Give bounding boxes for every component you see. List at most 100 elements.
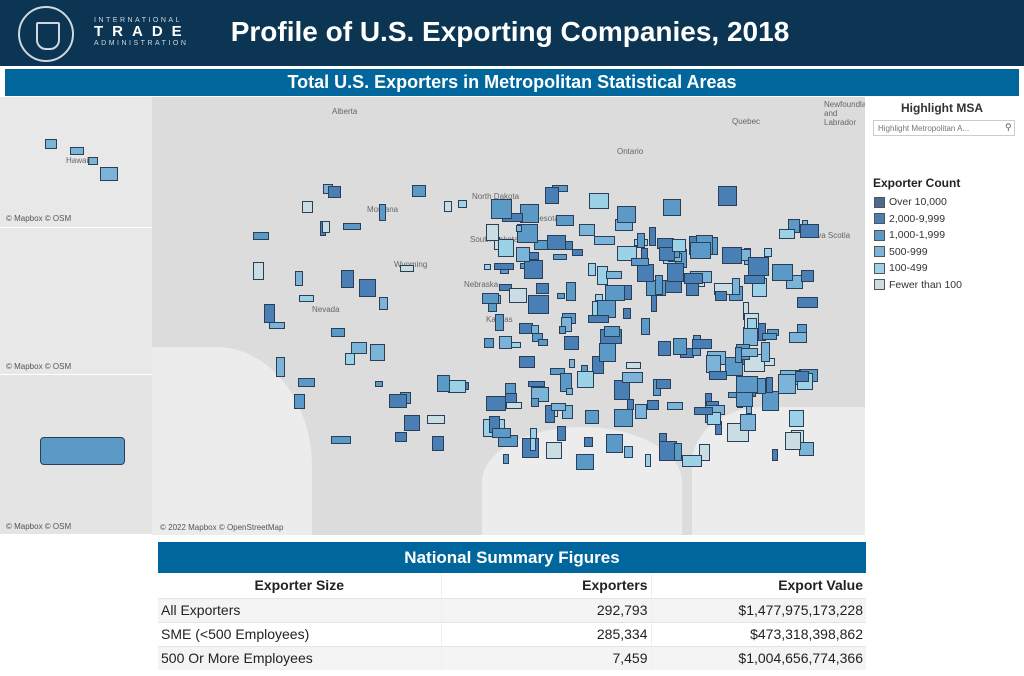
msa-region[interactable]	[636, 264, 655, 282]
msa-region[interactable]	[709, 370, 728, 381]
msa-region[interactable]	[552, 253, 568, 260]
msa-region[interactable]	[341, 269, 354, 289]
msa-region[interactable]	[508, 287, 528, 303]
msa-region[interactable]	[351, 342, 367, 354]
legend-item[interactable]: 2,000-9,999	[874, 213, 945, 225]
msa-region[interactable]	[614, 409, 633, 427]
msa-region[interactable]	[379, 203, 386, 221]
msa-region[interactable]	[388, 394, 408, 409]
msa-region[interactable]	[524, 260, 543, 280]
msa-region[interactable]	[529, 438, 537, 452]
msa-region[interactable]	[298, 294, 314, 302]
msa-region[interactable]	[635, 404, 647, 419]
msa-region[interactable]	[588, 262, 597, 276]
msa-region[interactable]	[785, 431, 802, 451]
msa-region[interactable]	[698, 444, 710, 461]
msa-region[interactable]	[571, 249, 584, 257]
msa-region[interactable]	[594, 236, 615, 246]
msa-region[interactable]	[579, 224, 595, 237]
msa-region[interactable]	[294, 270, 304, 286]
msa-region[interactable]	[516, 246, 531, 262]
msa-region[interactable]	[482, 292, 500, 304]
msa-region[interactable]	[673, 442, 682, 461]
msa-region[interactable]	[301, 200, 313, 213]
msa-region[interactable]	[498, 284, 513, 291]
msa-region[interactable]	[527, 294, 550, 315]
msa-region[interactable]	[321, 221, 330, 233]
msa-region[interactable]	[616, 245, 638, 262]
msa-region[interactable]	[494, 263, 514, 270]
msa-region[interactable]	[327, 186, 342, 199]
msa-region[interactable]	[801, 269, 814, 282]
msa-region[interactable]	[788, 409, 804, 428]
msa-region[interactable]	[447, 379, 467, 393]
msa-region[interactable]	[584, 409, 599, 424]
msa-region[interactable]	[623, 307, 632, 319]
msa-region[interactable]	[297, 377, 316, 387]
msa-region[interactable]	[766, 377, 773, 394]
msa-region[interactable]	[758, 322, 766, 342]
msa-region[interactable]	[568, 358, 575, 368]
msa-region[interactable]	[576, 454, 594, 470]
msa-region[interactable]	[70, 147, 84, 155]
msa-region[interactable]	[510, 341, 521, 348]
msa-region[interactable]	[544, 186, 560, 205]
msa-region[interactable]	[659, 246, 675, 262]
msa-region[interactable]	[736, 375, 758, 394]
msa-region[interactable]	[436, 374, 450, 392]
msa-region[interactable]	[40, 437, 125, 465]
msa-region[interactable]	[342, 223, 362, 230]
legend-item[interactable]: 100-499	[874, 262, 928, 274]
msa-region[interactable]	[549, 368, 566, 376]
msa-region[interactable]	[631, 258, 649, 267]
msa-region[interactable]	[375, 380, 384, 387]
msa-region[interactable]	[535, 283, 550, 294]
msa-region[interactable]	[734, 346, 743, 363]
us-msa-map[interactable]: Alberta Quebec Ontario Newfoundland and …	[152, 97, 865, 535]
msa-region[interactable]	[484, 263, 491, 270]
msa-region[interactable]	[562, 404, 573, 420]
msa-region[interactable]	[797, 296, 819, 309]
msa-region[interactable]	[486, 396, 506, 412]
msa-region[interactable]	[527, 380, 546, 387]
msa-region[interactable]	[495, 314, 504, 331]
msa-region[interactable]	[799, 441, 814, 456]
msa-region[interactable]	[558, 325, 567, 334]
msa-region[interactable]	[252, 262, 264, 280]
msa-region[interactable]	[545, 404, 556, 424]
alaska-inset-map[interactable]: © Mapbox © OSM	[0, 228, 152, 375]
msa-region[interactable]	[592, 356, 604, 375]
puerto-rico-inset-map[interactable]: © Mapbox © OSM	[0, 375, 152, 535]
legend-item[interactable]: 1,000-1,999	[874, 229, 945, 241]
msa-region[interactable]	[444, 200, 453, 212]
msa-region[interactable]	[800, 224, 820, 238]
msa-region[interactable]	[565, 282, 576, 301]
msa-region[interactable]	[587, 315, 609, 324]
msa-region[interactable]	[379, 297, 388, 310]
msa-region[interactable]	[778, 229, 795, 239]
msa-region[interactable]	[763, 248, 772, 257]
msa-region[interactable]	[520, 203, 539, 223]
msa-region[interactable]	[771, 448, 778, 461]
msa-region[interactable]	[666, 262, 684, 282]
msa-region[interactable]	[663, 280, 683, 293]
highlight-msa-input[interactable]	[873, 120, 1015, 136]
msa-region[interactable]	[551, 403, 566, 412]
msa-region[interactable]	[491, 427, 511, 438]
msa-region[interactable]	[505, 401, 523, 410]
msa-region[interactable]	[744, 275, 766, 284]
msa-region[interactable]	[547, 235, 567, 250]
msa-region[interactable]	[499, 336, 512, 350]
msa-region[interactable]	[555, 214, 574, 226]
msa-region[interactable]	[761, 341, 771, 362]
msa-region[interactable]	[88, 157, 98, 165]
msa-region[interactable]	[530, 397, 539, 407]
msa-region[interactable]	[617, 206, 636, 224]
msa-region[interactable]	[577, 371, 595, 388]
msa-region[interactable]	[498, 239, 515, 258]
msa-region[interactable]	[649, 226, 656, 246]
msa-region[interactable]	[330, 328, 345, 337]
msa-region[interactable]	[399, 264, 415, 272]
legend-item[interactable]: Over 10,000	[874, 196, 947, 208]
msa-region[interactable]	[275, 357, 285, 377]
